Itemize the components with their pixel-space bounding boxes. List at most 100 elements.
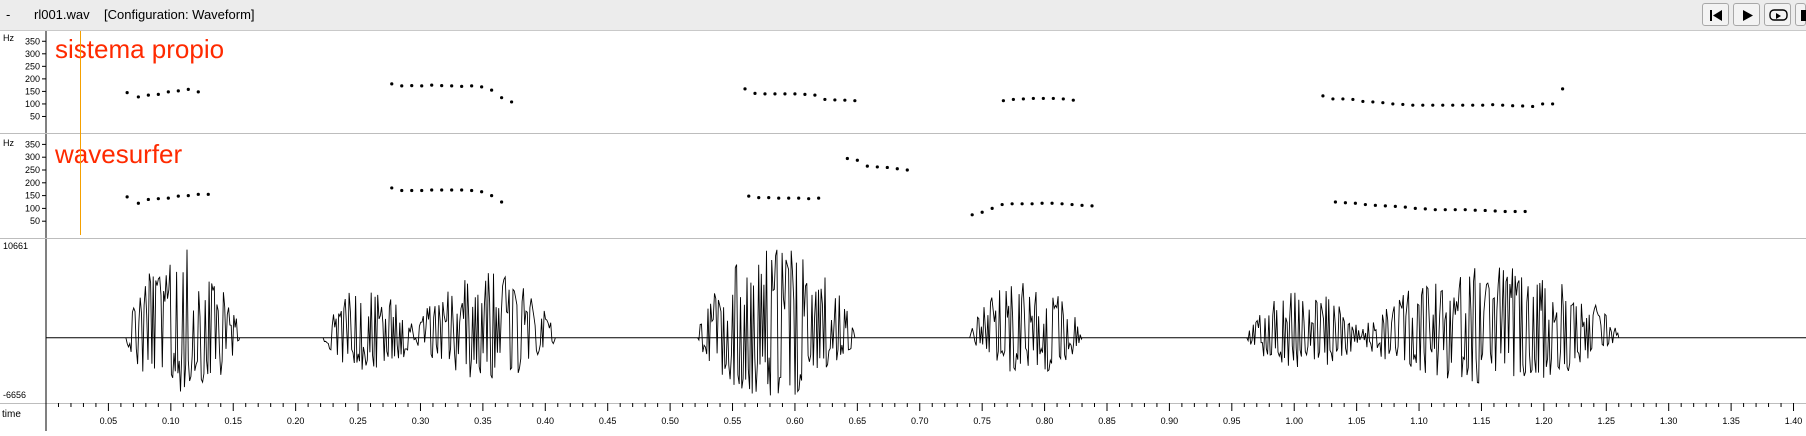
pitch-point (440, 188, 444, 192)
pitch-point (1051, 96, 1055, 101)
time-tick-label: 0.20 (287, 416, 305, 426)
amplitude-min-label: -6656 (3, 390, 27, 400)
pitch-point (196, 90, 200, 94)
y-tick-label: 100 (25, 203, 40, 213)
stop-button[interactable] (1795, 3, 1806, 26)
skip-to-start-icon (1710, 10, 1722, 21)
pitch-point (390, 186, 394, 190)
time-tick-label: 0.40 (537, 416, 555, 426)
pitch-point (166, 90, 170, 94)
pitch-point (186, 87, 190, 91)
time-tick-label: 1.30 (1660, 416, 1678, 426)
pitch-point (1011, 97, 1015, 102)
time-tick-label: 0.80 (1036, 416, 1054, 426)
pitch-point (1443, 208, 1447, 212)
time-tick-label: 0.95 (1223, 416, 1241, 426)
pitch-point (420, 188, 424, 193)
pitch-point (1021, 97, 1025, 101)
pitch-point (1413, 206, 1417, 210)
pitch-point (1040, 201, 1044, 205)
playback-cursor[interactable] (80, 31, 81, 235)
pitch-point (1333, 200, 1338, 204)
pitch-point (757, 196, 761, 200)
pitch-point (895, 167, 899, 171)
pitch-point (1351, 97, 1355, 102)
pitch-point (1431, 103, 1435, 107)
y-tick-label: 300 (25, 49, 40, 59)
loop-play-button[interactable] (1764, 3, 1791, 26)
pitch-point (1441, 103, 1445, 107)
y-unit-label: Hz (3, 33, 14, 43)
file-name: rl001.wav (34, 7, 90, 22)
time-tick-label: 0.75 (973, 416, 991, 426)
time-tick-label: 1.35 (1722, 416, 1740, 426)
pitch-point (136, 95, 140, 99)
waveform-segment (415, 273, 556, 379)
pitch-point (855, 158, 859, 162)
pitch-point (390, 82, 394, 86)
time-ruler: 0.05 0.10 0.15 0.20 0.25 0.30 0.35 0.40 0.45 0.50… (0, 402, 1806, 431)
pitch-point (1061, 97, 1065, 101)
pitch-point (1560, 87, 1565, 91)
pitch-point (1363, 202, 1367, 207)
time-tick-label: 0.25 (349, 416, 367, 426)
waveform-pane[interactable]: 10661 -6656 (0, 239, 1806, 404)
y-tick-label: 150 (25, 191, 40, 201)
y-tick-label: 50 (30, 216, 40, 226)
waveform-segment (322, 292, 416, 370)
overlay-label-wavesurfer: wavesurfer (55, 139, 183, 169)
pitch-point (743, 87, 747, 91)
play-icon (1743, 10, 1753, 21)
window-menu-dash[interactable]: - (6, 7, 11, 22)
time-tick-label: 0.10 (162, 416, 180, 426)
pitch-point (970, 213, 974, 217)
time-tick-label: 0.85 (1098, 416, 1116, 426)
pitch-point (845, 156, 849, 161)
skip-to-start-button[interactable] (1702, 3, 1729, 26)
pitch-point (1393, 204, 1397, 208)
pitch-point (1381, 101, 1385, 105)
pitch-point (156, 92, 160, 97)
pitch-pane-wavesurfer[interactable]: 350 300 250 200 150 100 50 Hz wavesurfer (0, 134, 1806, 239)
stop-icon (1801, 10, 1806, 21)
pitch-point (1453, 208, 1457, 212)
pitch-point (1473, 208, 1477, 212)
pitch-point (480, 85, 484, 89)
pitch-point (1503, 209, 1507, 214)
pitch-point (509, 100, 514, 104)
y-tick-label: 200 (25, 178, 40, 188)
pitch-pane-sistema-propio[interactable]: 350 300 250 200 150 100 50 Hz sistema propio (0, 31, 1806, 134)
pitch-point (1471, 103, 1475, 107)
pitch-point (1551, 102, 1555, 106)
pitch-point (1050, 201, 1054, 205)
pitch-point (763, 92, 767, 96)
waveform-segment (1246, 292, 1361, 368)
pitch-point (1501, 103, 1505, 107)
pitch-point (400, 188, 404, 193)
pitch-point (1401, 102, 1405, 107)
pitch-point (1001, 99, 1005, 103)
y-tick-label: 50 (30, 111, 40, 121)
pitch-point (450, 84, 454, 88)
title-bar: - rl001.wav [Configuration: Waveform] (0, 0, 1806, 31)
pitch-point (146, 93, 150, 97)
time-tick-label: 0.65 (849, 416, 867, 426)
pitch-point (803, 92, 807, 97)
pitch-point (1491, 103, 1495, 107)
waveform-segment (969, 283, 1083, 372)
pitch-point (146, 197, 150, 202)
pitch-point (1020, 202, 1024, 206)
time-tick-label: 1.15 (1473, 416, 1491, 426)
pitch-point (1371, 100, 1375, 104)
y-tick-label: 350 (25, 36, 40, 46)
time-tick-label: 0.35 (474, 416, 492, 426)
play-button[interactable] (1733, 3, 1760, 26)
pitch-point (410, 188, 414, 193)
pitch-point (1321, 94, 1325, 98)
pitch-point (1010, 202, 1014, 206)
pitch-point (186, 194, 190, 198)
waveform-segment (697, 249, 856, 396)
pitch-point (793, 92, 797, 96)
pitch-point (1090, 204, 1094, 208)
time-tick-label: 0.30 (412, 416, 430, 426)
